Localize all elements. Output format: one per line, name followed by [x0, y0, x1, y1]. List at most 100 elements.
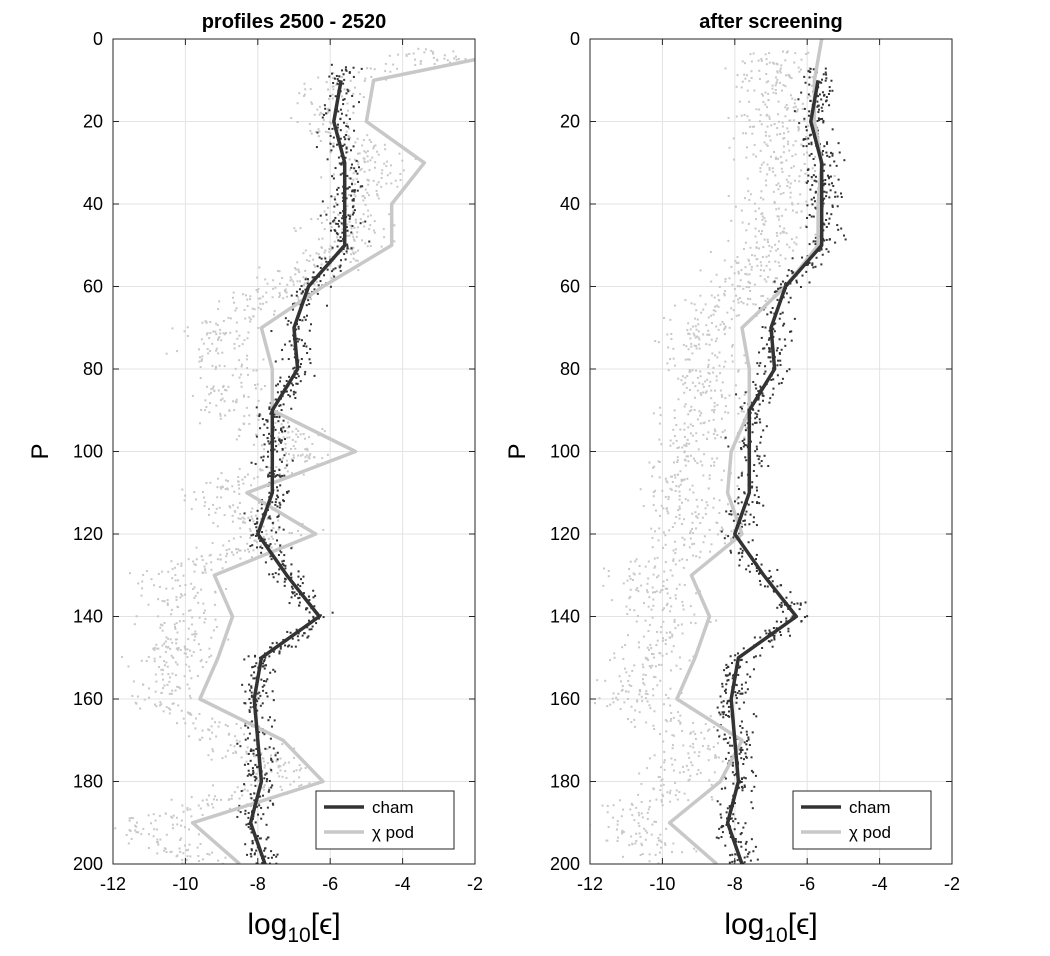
sample-point: [752, 380, 755, 383]
sample-point: [153, 657, 156, 660]
sample-point: [396, 185, 399, 188]
sample-point: [781, 377, 784, 380]
sample-point: [276, 505, 279, 508]
sample-point: [769, 139, 772, 142]
sample-point: [675, 587, 678, 590]
sample-point: [742, 410, 745, 413]
sample-point: [277, 496, 280, 499]
sample-point: [741, 727, 744, 730]
sample-point: [278, 650, 281, 653]
sample-point: [350, 163, 353, 166]
sample-point: [232, 553, 235, 556]
sample-point: [678, 507, 681, 510]
sample-point: [779, 71, 782, 74]
sample-point: [352, 197, 355, 200]
sample-point: [254, 763, 257, 766]
sample-point: [738, 786, 741, 789]
sample-point: [689, 537, 692, 540]
sample-point: [779, 364, 782, 367]
sample-point: [248, 709, 251, 712]
sample-point: [263, 786, 266, 789]
sample-point: [680, 523, 683, 526]
sample-point: [764, 91, 767, 94]
sample-point: [751, 431, 754, 434]
sample-point: [617, 836, 620, 839]
sample-point: [678, 791, 681, 794]
y-tick-label: 40: [83, 194, 103, 214]
sample-point: [276, 391, 279, 394]
sample-point: [782, 137, 785, 140]
sample-point: [260, 678, 263, 681]
sample-point: [192, 651, 195, 654]
sample-point: [727, 678, 730, 681]
sample-point: [307, 619, 310, 622]
sample-point: [759, 196, 762, 199]
chart-title: profiles 2500 - 2520: [202, 11, 387, 33]
sample-point: [136, 695, 139, 698]
sample-point: [367, 183, 370, 186]
sample-point: [332, 88, 335, 91]
sample-point: [208, 656, 211, 659]
sample-point: [187, 712, 190, 715]
sample-point: [381, 169, 384, 172]
sample-point: [677, 509, 680, 512]
sample-point: [336, 222, 339, 225]
sample-point: [277, 554, 280, 557]
sample-point: [162, 678, 165, 681]
sample-point: [813, 200, 816, 203]
sample-point: [636, 700, 639, 703]
sample-point: [752, 469, 755, 472]
sample-point: [678, 498, 681, 501]
sample-point: [723, 365, 726, 368]
sample-point: [689, 532, 692, 535]
sample-point: [719, 529, 722, 532]
sample-point: [261, 513, 264, 516]
sample-point: [765, 143, 768, 146]
sample-point: [702, 422, 705, 425]
sample-point: [657, 837, 660, 840]
sample-point: [636, 614, 639, 617]
sample-point: [819, 118, 822, 121]
sample-point: [176, 823, 179, 826]
sample-point: [354, 259, 357, 262]
sample-point: [740, 845, 743, 848]
sample-point: [276, 751, 279, 754]
sample-point: [239, 517, 242, 520]
sample-point: [248, 773, 251, 776]
sample-point: [355, 235, 358, 238]
sample-point: [250, 694, 253, 697]
sample-point: [274, 398, 277, 401]
sample-point: [665, 631, 668, 634]
sample-point: [250, 461, 253, 464]
sample-point: [263, 847, 266, 850]
sample-point: [773, 330, 776, 333]
legend-box: [792, 790, 932, 850]
sample-point: [139, 707, 142, 710]
sample-point: [249, 759, 252, 762]
sample-point: [739, 725, 742, 728]
sample-point: [423, 51, 426, 54]
sample-point: [653, 820, 656, 823]
sample-point: [737, 369, 740, 372]
sample-point: [719, 389, 722, 392]
sample-point: [279, 549, 282, 552]
sample-point: [140, 594, 143, 597]
sample-point: [692, 746, 695, 749]
sample-point: [721, 760, 724, 763]
sample-point: [195, 633, 198, 636]
sample-point: [169, 638, 172, 641]
sample-point: [309, 362, 312, 365]
sample-point: [766, 144, 769, 147]
sample-point: [761, 326, 764, 329]
sample-point: [351, 94, 354, 97]
sample-point: [610, 599, 613, 602]
sample-point: [774, 84, 777, 87]
x-tick-label: -2: [944, 874, 960, 894]
sample-point: [719, 695, 722, 698]
sample-point: [741, 549, 744, 552]
sample-point: [631, 814, 634, 817]
sample-point: [834, 195, 837, 198]
sample-point: [666, 587, 669, 590]
sample-point: [159, 623, 162, 626]
sample-point: [637, 793, 640, 796]
